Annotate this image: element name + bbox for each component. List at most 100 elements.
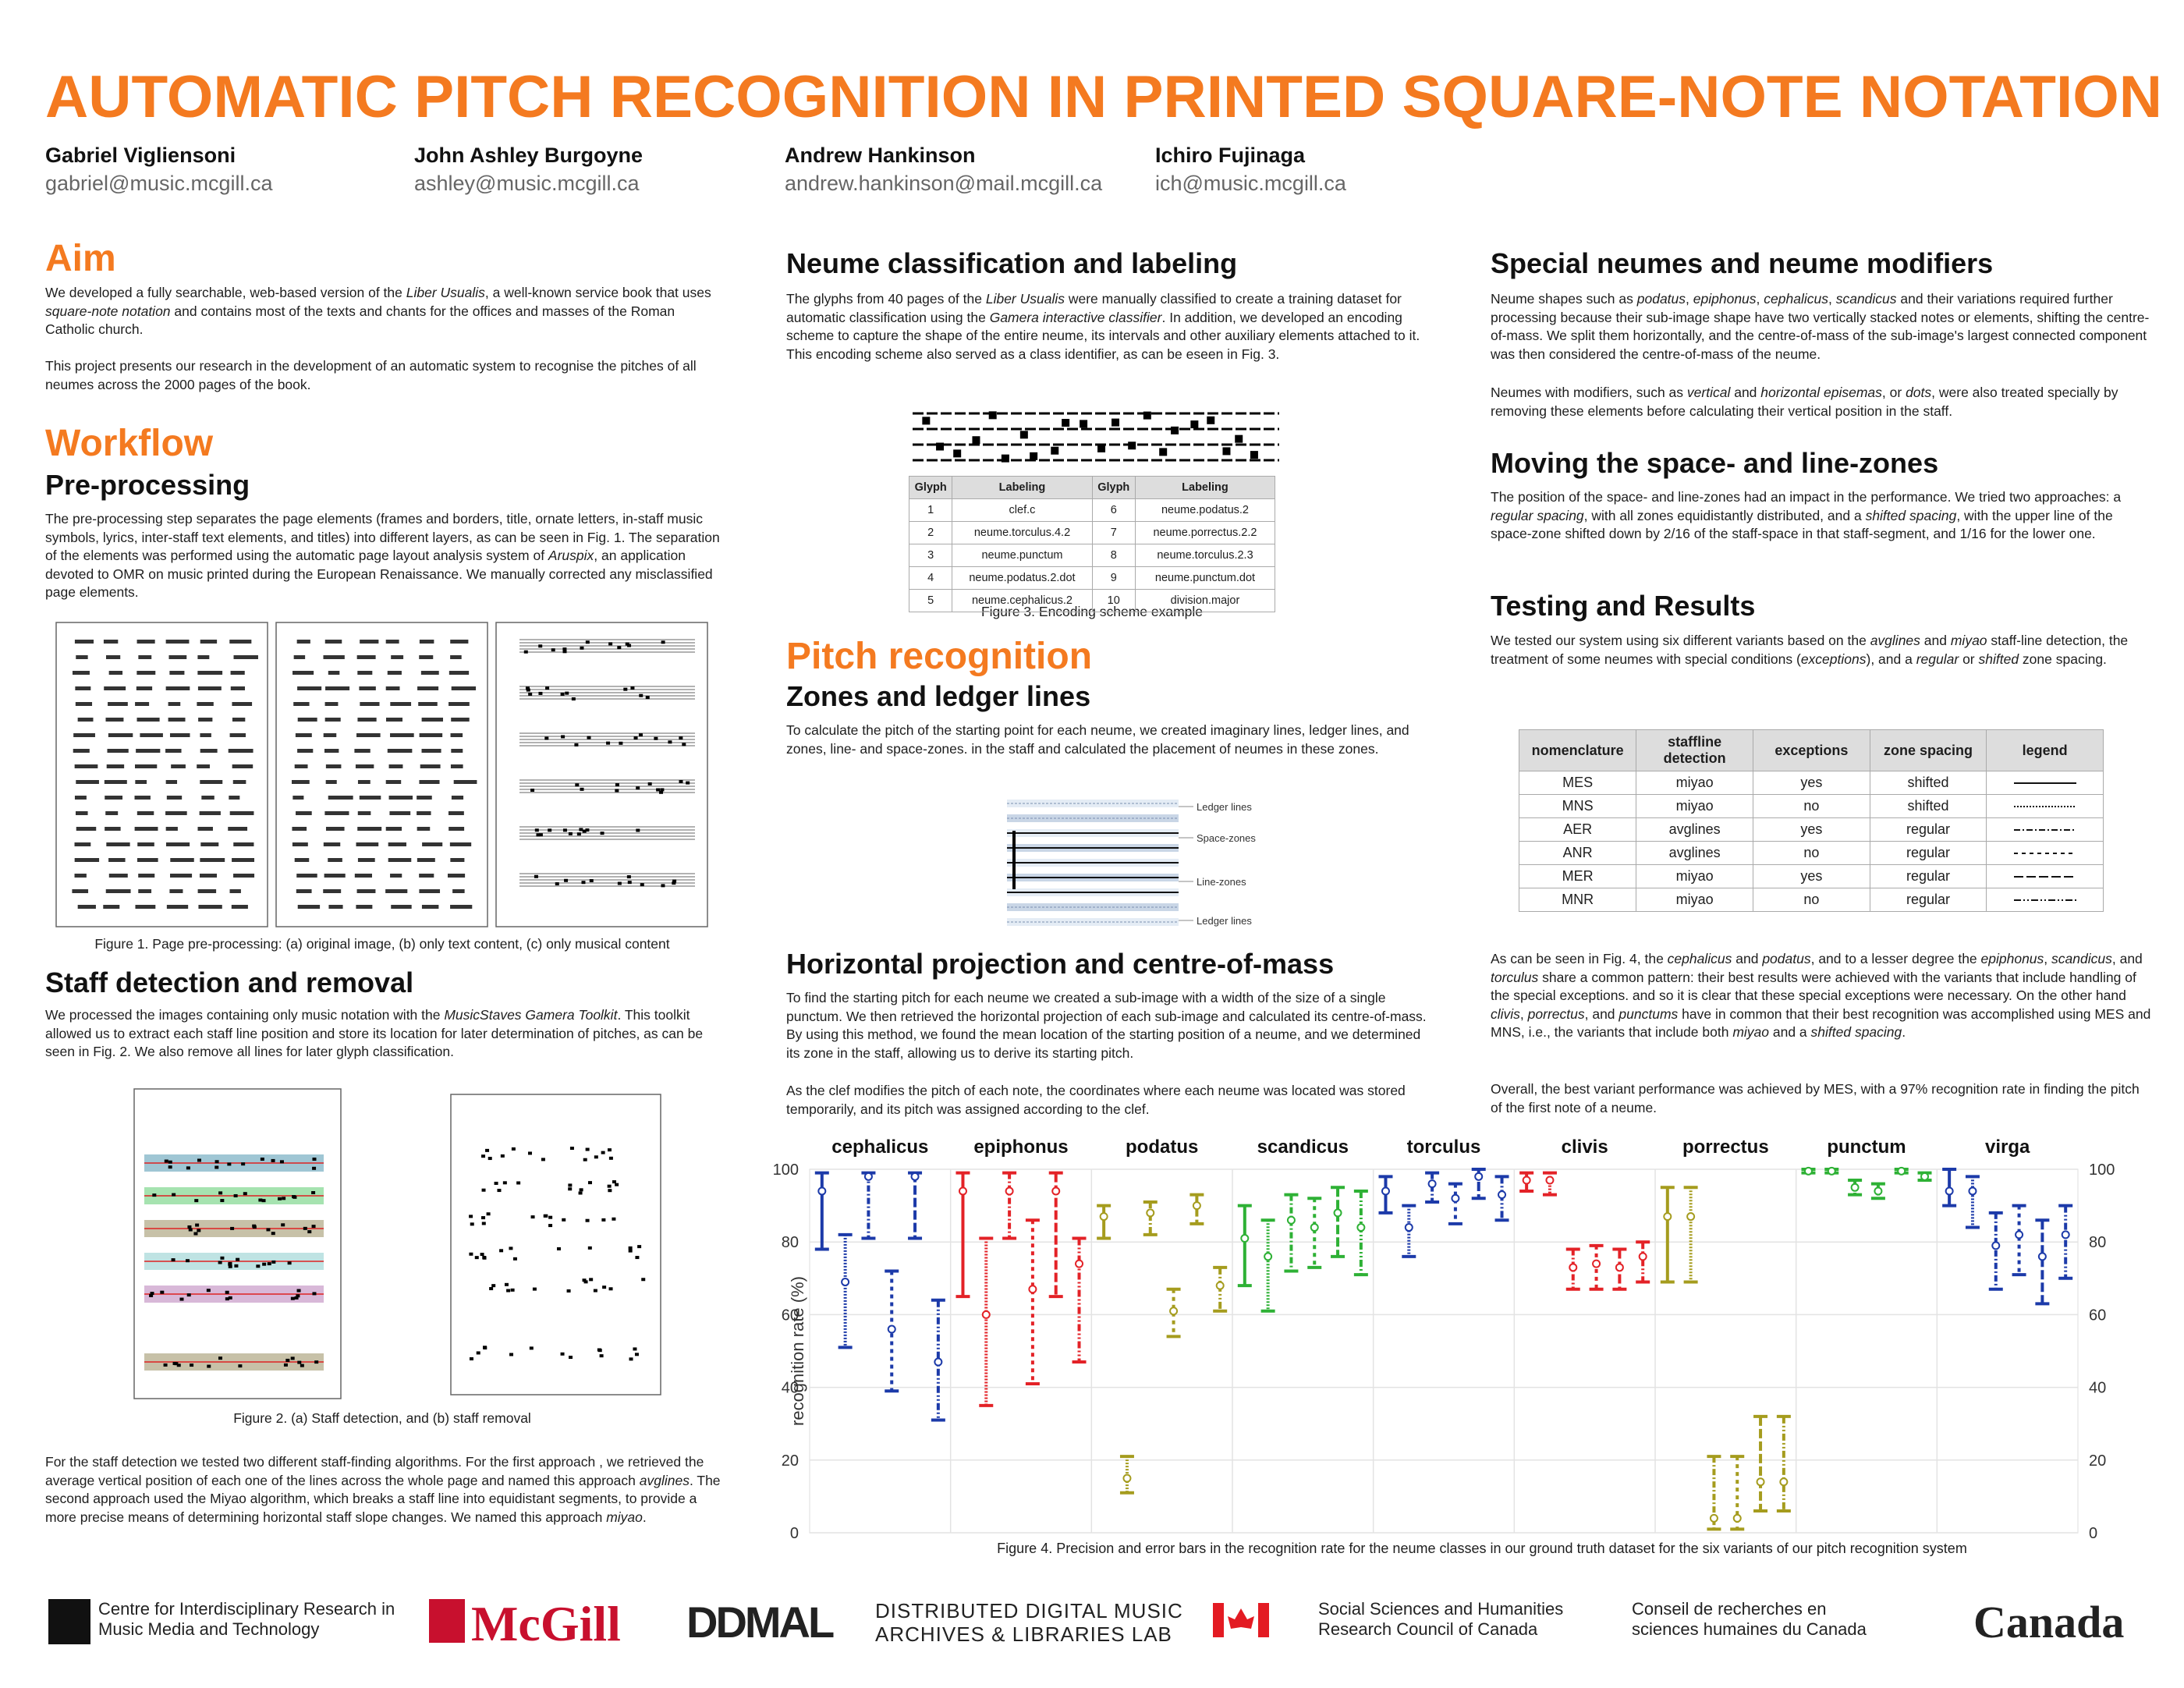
text-blot	[421, 749, 441, 753]
y-tick-label: 100	[773, 1161, 799, 1179]
note	[578, 1191, 583, 1195]
text-blot	[171, 764, 186, 768]
note	[188, 1228, 193, 1232]
legend-swatch	[2013, 853, 2076, 854]
text-blot	[229, 889, 241, 893]
note	[585, 1147, 590, 1151]
text-blot	[450, 764, 463, 768]
note	[608, 1189, 612, 1193]
text-blot	[450, 905, 473, 909]
neume	[1097, 444, 1106, 452]
note	[575, 783, 580, 787]
table-header: legend	[1986, 729, 2104, 771]
note	[637, 1245, 642, 1249]
note	[481, 1216, 486, 1220]
note	[640, 883, 644, 887]
note	[608, 642, 613, 646]
y-tick-label: 80	[782, 1234, 799, 1251]
text-blot	[166, 905, 189, 909]
mean-point	[1779, 1477, 1789, 1487]
text-blot	[357, 718, 377, 722]
note	[534, 874, 538, 878]
note	[262, 1262, 267, 1266]
text-blot	[324, 874, 346, 878]
note	[228, 1261, 232, 1265]
emphasis: clivis	[1491, 1005, 1520, 1022]
note	[582, 829, 587, 833]
text-blot	[105, 889, 131, 893]
emphasis: Aruspix	[548, 548, 594, 564]
note	[516, 1181, 521, 1185]
text-blot	[165, 749, 182, 753]
text-blot	[296, 874, 317, 878]
neume	[1207, 416, 1215, 424]
author-name: Andrew Hankinson	[785, 144, 976, 167]
note	[612, 1217, 616, 1221]
note	[525, 686, 530, 690]
mean-point	[1638, 1252, 1647, 1261]
note	[297, 1360, 302, 1364]
text-run: For the staff detection we tested two di…	[45, 1454, 704, 1488]
flag-leaf	[1228, 1608, 1254, 1629]
text-blot	[169, 889, 183, 893]
text-run: , a well-known service book that uses	[484, 285, 711, 300]
text-run: Overall, the best variant performance wa…	[1491, 1081, 2140, 1115]
text-blot	[390, 702, 412, 706]
text-blot	[419, 889, 441, 893]
note	[569, 1356, 573, 1360]
paragraph: To calculate the pitch of the starting p…	[786, 722, 1434, 758]
text-blot	[136, 749, 161, 753]
text-blot	[323, 733, 337, 737]
emphasis: scandicus	[2051, 951, 2112, 966]
text-blot	[360, 640, 379, 644]
logo-text: sciences humaines du Canada	[1632, 1619, 1867, 1639]
text-blot	[200, 874, 218, 878]
text-blot	[297, 686, 322, 690]
mean-point	[1897, 1166, 1906, 1176]
text-blot	[453, 780, 477, 784]
text-blot	[388, 842, 406, 846]
note	[312, 1292, 317, 1296]
mean-point	[1451, 1193, 1460, 1203]
text-blot	[197, 889, 217, 893]
figure-caption: Figure 4. Precision and error bars in th…	[997, 1541, 1967, 1556]
emphasis: podatus	[1762, 951, 1811, 966]
text-blot	[324, 749, 339, 753]
table-cell: regular	[1869, 864, 1987, 888]
note	[538, 644, 543, 648]
note	[300, 1364, 304, 1367]
paragraph: To find the starting pitch for each neum…	[786, 989, 1434, 1062]
text-blot	[385, 640, 399, 644]
note	[626, 875, 631, 879]
mean-point	[1498, 1190, 1507, 1200]
text-blot	[197, 671, 223, 675]
note	[187, 1225, 192, 1229]
text-blot	[451, 796, 464, 800]
neume	[1030, 452, 1038, 460]
note	[615, 789, 619, 793]
y-tick-label: 20	[782, 1452, 799, 1470]
note	[645, 696, 650, 700]
text-blot	[134, 827, 158, 831]
text-blot	[77, 905, 96, 909]
text-blot	[200, 733, 211, 737]
paragraph: The position of the space- and line-zone…	[1491, 488, 2154, 544]
text-blot	[74, 874, 87, 878]
emphasis: porrectus	[1527, 1005, 1585, 1022]
neume	[1159, 448, 1168, 456]
mean-point	[1827, 1166, 1836, 1176]
text-blot	[354, 874, 372, 878]
mean-point	[1075, 1259, 1084, 1268]
text-blot	[200, 749, 218, 753]
note	[197, 1158, 201, 1162]
note	[218, 1356, 222, 1360]
note	[659, 790, 664, 794]
note	[556, 1246, 561, 1250]
section-heading: Workflow	[45, 423, 214, 464]
mean-point	[1615, 1263, 1624, 1272]
note	[311, 1190, 316, 1194]
text-run: , an application devoted to OMR on music…	[45, 548, 713, 601]
emphasis: avglines	[1870, 633, 1920, 648]
note	[668, 740, 672, 744]
text-blot	[197, 764, 210, 768]
